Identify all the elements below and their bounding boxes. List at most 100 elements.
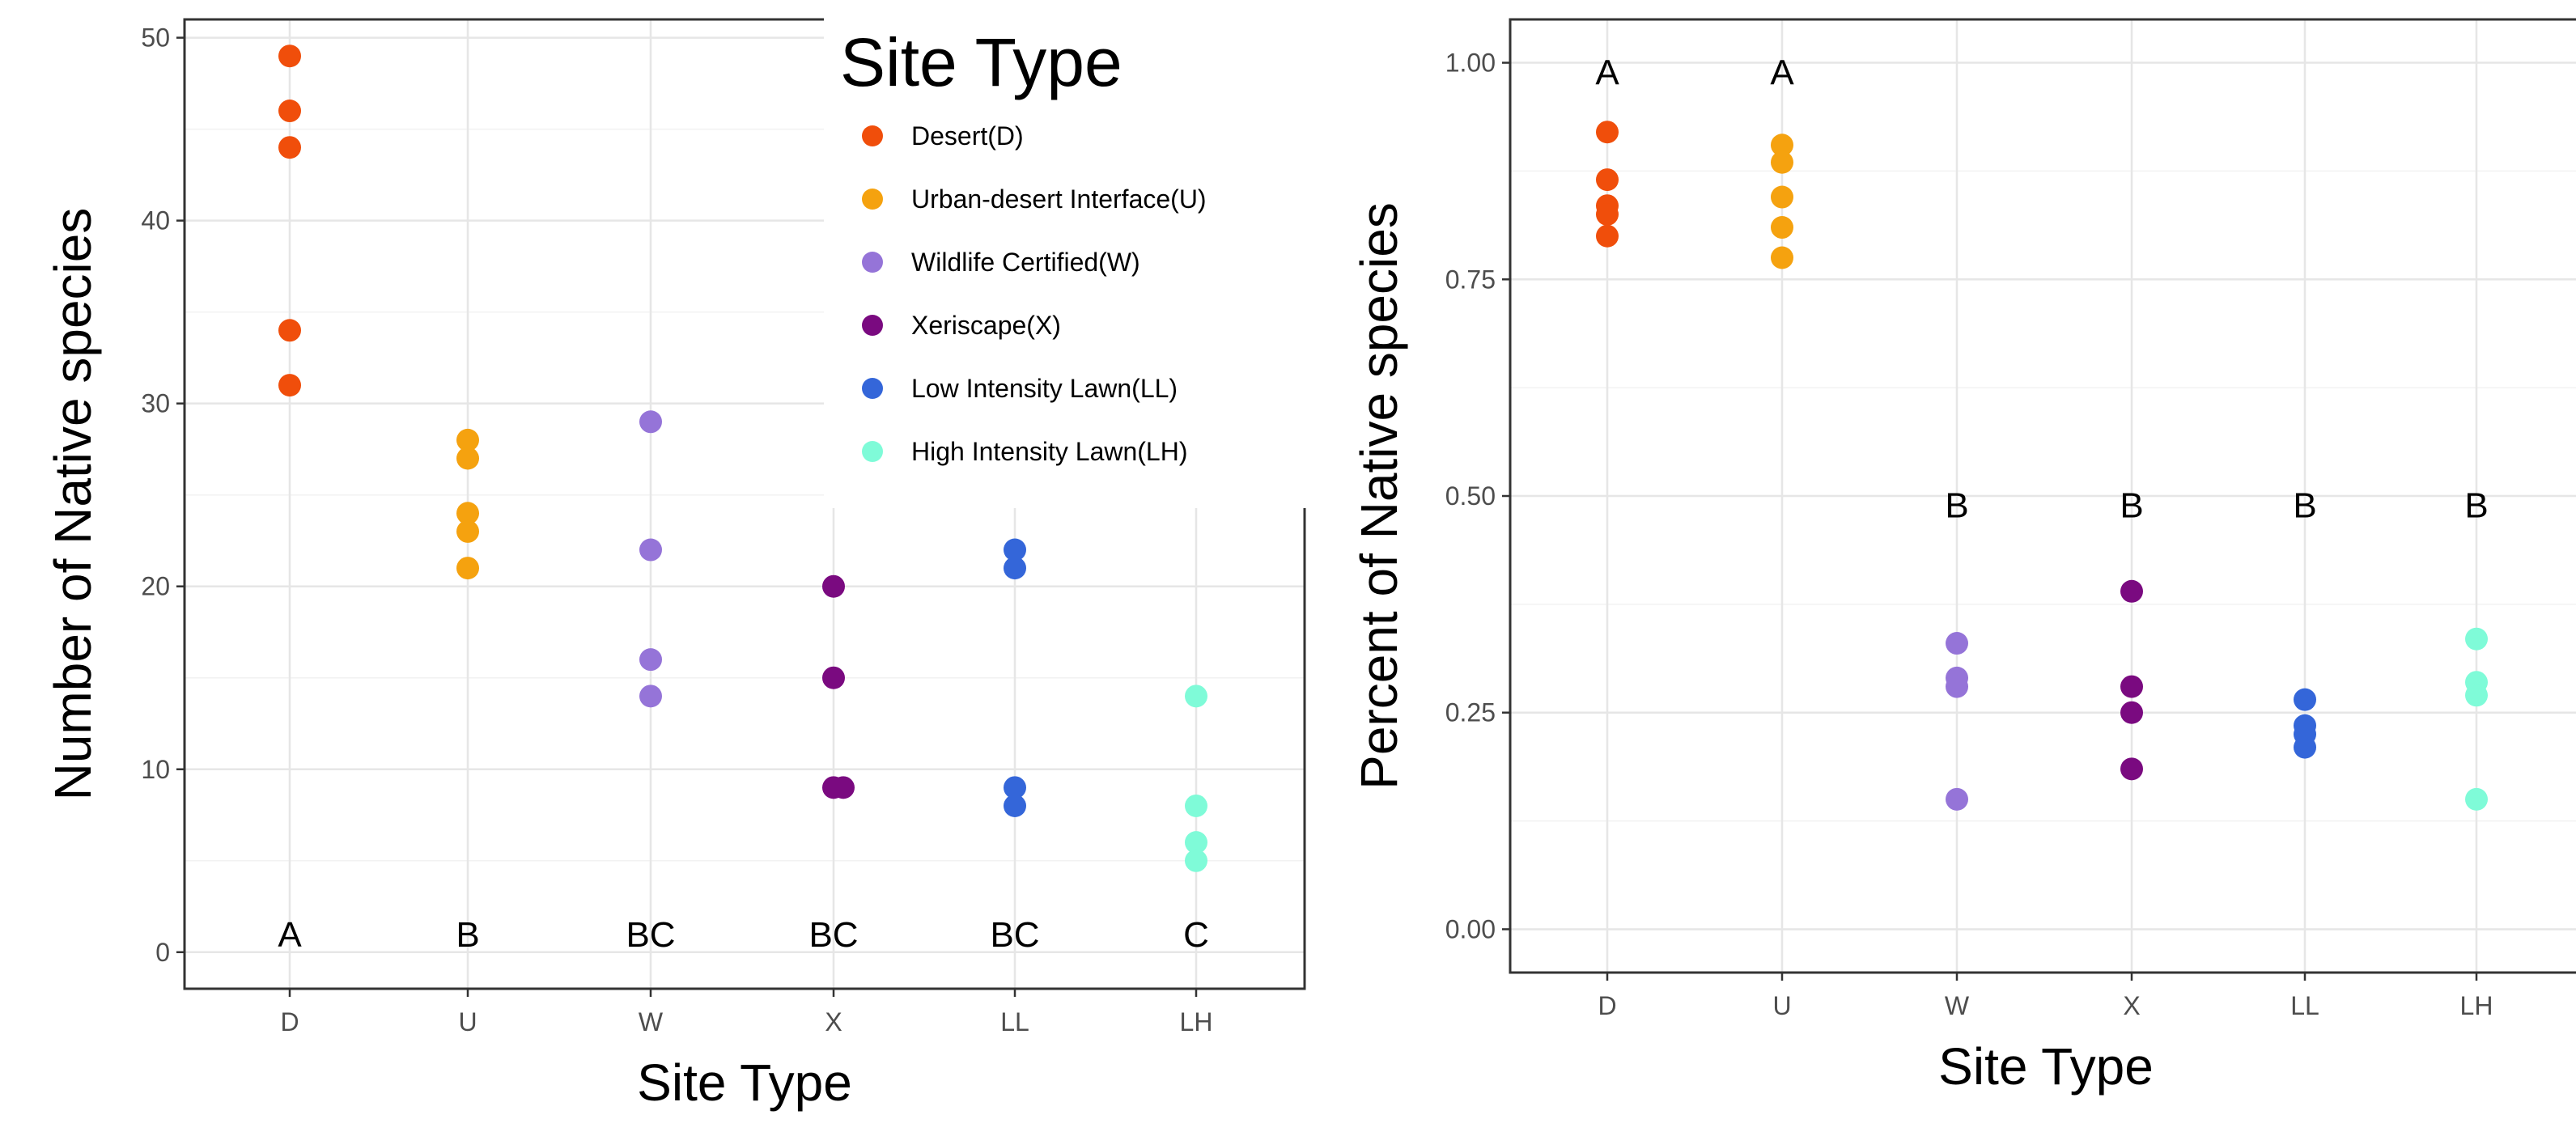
chart-1: 0 10 20 30 40 50 D U W X LL LH A B BC BC BC C Site Type Num…: [44, 0, 1319, 1112]
legend-key: [862, 125, 883, 146]
data-point-w: [1946, 632, 1968, 655]
x-tick-label: LL: [2290, 991, 2319, 1020]
x-tick-label: X: [2123, 991, 2140, 1020]
data-point-d: [278, 319, 301, 342]
significance-letter: BC: [626, 915, 675, 955]
data-point-u: [1771, 134, 1793, 157]
data-point-u: [1771, 216, 1793, 239]
y-tick-label: 0.00: [1445, 914, 1496, 943]
x-axis-title: Site Type: [637, 1053, 852, 1112]
legend: Site Type Desert(D) Urban-desert Interface…: [824, 0, 1319, 508]
data-point-x: [2120, 675, 2143, 698]
data-point-d: [1596, 202, 1619, 226]
data-point-lh: [1185, 685, 1207, 708]
y-tick-label: 50: [141, 23, 170, 53]
data-point-u: [1771, 185, 1793, 209]
data-point-u: [456, 519, 479, 543]
x-tick-label: D: [1598, 991, 1616, 1020]
legend-label: Xeriscape(X): [911, 311, 1061, 340]
panel-border: [1509, 18, 2576, 974]
significance-letter: B: [2464, 486, 2488, 526]
data-point-u: [456, 502, 479, 525]
legend-label: Low Intensity Lawn(LL): [911, 374, 1178, 403]
data-point-x: [2120, 701, 2143, 724]
significance-letter: A: [278, 915, 302, 955]
data-point-u: [456, 447, 479, 470]
significance-letter: A: [1595, 53, 1619, 92]
x-tick-label: U: [458, 1007, 477, 1036]
y-tick-label: 0.50: [1445, 481, 1496, 511]
y-tick-label: 40: [141, 206, 170, 235]
legend-label: High Intensity Lawn(LH): [911, 437, 1187, 466]
data-point-ll: [2294, 688, 2316, 711]
significance-letter: C: [1183, 915, 1209, 955]
legend-key: [862, 315, 883, 336]
data-point-w: [1946, 787, 1968, 811]
data-point-ll: [2294, 735, 2316, 759]
x-tick-label: X: [825, 1007, 842, 1036]
y-tick-label: 0: [155, 938, 170, 967]
data-point-lh: [2465, 787, 2488, 811]
significance-letter: BC: [990, 915, 1039, 955]
y-tick-label: 0.25: [1445, 698, 1496, 727]
data-point-d: [1596, 121, 1619, 144]
data-point-u: [456, 557, 479, 580]
legend-key: [862, 378, 883, 399]
x-tick-label: U: [1772, 991, 1791, 1020]
legend-key: [862, 189, 883, 210]
data-point-x: [822, 574, 845, 598]
legend-label: Wildlife Certified(W): [911, 248, 1140, 277]
data-point-u: [456, 428, 479, 451]
y-tick-label: 10: [141, 755, 170, 784]
data-point-ll: [1004, 794, 1026, 817]
data-point-u: [1771, 246, 1793, 269]
chart-2: 0.00 0.25 0.50 0.75 1.00 D U W X LL LH A A B B B B Site T…: [1350, 18, 2576, 1096]
data-point-d: [278, 374, 301, 397]
significance-letter: BC: [808, 915, 858, 955]
data-point-lh: [2465, 627, 2488, 651]
data-point-d: [1596, 224, 1619, 248]
legend-label: Desert(D): [911, 121, 1024, 150]
data-point-d: [278, 100, 301, 123]
x-tick-label: LL: [1000, 1007, 1029, 1036]
y-tick-label: 1.00: [1445, 49, 1496, 78]
x-tick-label: W: [1945, 991, 1970, 1020]
legend-label: Urban-desert Interface(U): [911, 184, 1207, 214]
data-point-lh: [2465, 684, 2488, 707]
data-point-lh: [1185, 794, 1207, 817]
x-tick-label: D: [280, 1007, 299, 1036]
data-point-x: [2120, 757, 2143, 781]
data-point-x: [822, 666, 845, 689]
x-tick-label: LH: [1180, 1007, 1213, 1036]
data-point-w: [1946, 675, 1968, 698]
legend-title: Site Type: [840, 24, 1122, 100]
y-axis-title: Number of Native species: [44, 208, 102, 801]
data-point-d: [1596, 168, 1619, 192]
data-point-x: [832, 776, 855, 799]
data-point-lh: [1185, 831, 1207, 854]
data-point-ll: [1004, 538, 1026, 562]
significance-letter: B: [1945, 486, 1968, 526]
significance-letter: B: [456, 915, 479, 955]
data-point-d: [278, 45, 301, 68]
data-point-d: [278, 136, 301, 159]
y-tick-label: 30: [141, 389, 170, 418]
data-point-u: [1771, 150, 1793, 174]
legend-key: [862, 252, 883, 273]
legend-key: [862, 441, 883, 462]
data-point-w: [639, 538, 662, 562]
data-point-ll: [1004, 776, 1026, 799]
data-point-w: [639, 410, 662, 434]
x-tick-label: W: [639, 1007, 664, 1036]
data-point-lh: [1185, 849, 1207, 872]
significance-letter: B: [2293, 486, 2316, 526]
data-point-w: [639, 685, 662, 708]
data-point-ll: [1004, 557, 1026, 580]
y-tick-label: 20: [141, 572, 170, 601]
gridlines: [1510, 19, 2576, 973]
data-point-x: [2120, 579, 2143, 603]
data-point-w: [639, 648, 662, 672]
legend-background: [824, 0, 1319, 508]
y-tick-label: 0.75: [1445, 265, 1496, 294]
